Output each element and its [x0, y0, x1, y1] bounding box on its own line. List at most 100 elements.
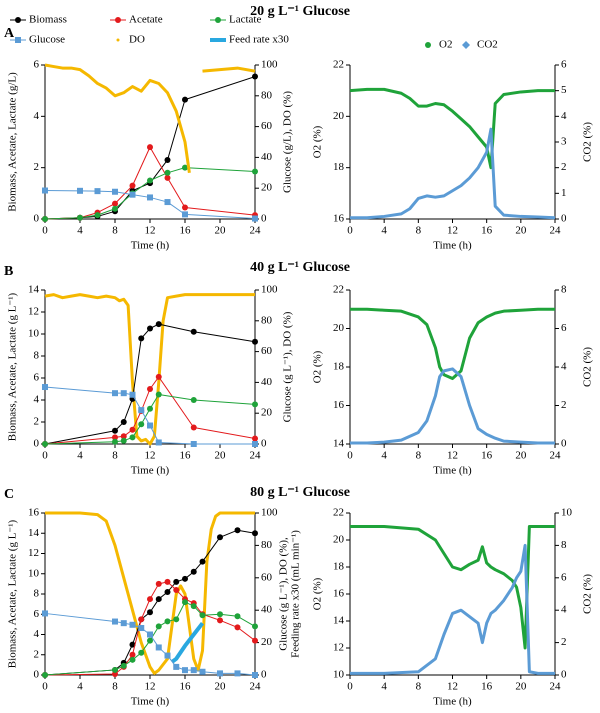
y-axis-label: O2 (%)	[312, 577, 324, 610]
y-tick-label: 10	[28, 328, 40, 340]
y2-tick-label: 100	[261, 284, 278, 296]
y-tick-label: 10	[333, 669, 345, 681]
marker	[155, 439, 162, 446]
y2-tick-label: 60	[261, 120, 273, 132]
marker	[164, 618, 171, 625]
x-tick-label: 20	[515, 450, 527, 462]
x-tick-label: 0	[347, 450, 353, 462]
y2-tick-label: 1	[561, 187, 567, 199]
y-tick-label: 14	[28, 284, 40, 296]
marker	[147, 325, 153, 332]
y2-tick-label: 60	[261, 571, 273, 583]
y-tick-label: 18	[333, 561, 345, 573]
y-tick-label: 6	[34, 372, 40, 384]
marker	[77, 214, 83, 221]
series-line	[350, 525, 555, 650]
y2-tick-label: 20	[261, 182, 273, 194]
legend-label: O2	[439, 39, 452, 51]
legend-label: Acetate	[129, 14, 163, 26]
y-tick-label: 4	[34, 110, 40, 122]
marker	[138, 407, 145, 414]
marker	[138, 421, 145, 428]
y2-axis-label: Glucose (g L⁻¹), DO (%)	[282, 311, 294, 422]
y-axis-label: O2 (%)	[312, 125, 324, 158]
marker	[120, 419, 127, 425]
y2-tick-label: 0	[261, 669, 267, 681]
legend-label: Lactate	[229, 14, 261, 26]
marker	[182, 204, 188, 211]
y-tick-label: 18	[333, 161, 345, 173]
legend-marker	[425, 42, 431, 48]
y-tick-label: 4	[34, 628, 40, 640]
x-axis-label: Time (h)	[131, 465, 170, 477]
x-tick-label: 8	[112, 450, 118, 462]
y-axis-label: Biomass, Acetate, Lactate (g L⁻¹)	[7, 519, 19, 668]
legend-label: DO	[129, 34, 145, 46]
legend-marker	[462, 41, 470, 49]
marker	[120, 662, 127, 669]
y2-axis-label: CO2 (%)	[582, 574, 594, 614]
marker	[147, 596, 153, 603]
x-tick-label: 4	[381, 450, 387, 462]
x-tick-label: 20	[515, 225, 527, 237]
marker	[252, 623, 258, 630]
x-tick-label: 4	[77, 681, 83, 693]
marker	[234, 613, 241, 620]
x-tick-label: 24	[250, 225, 262, 237]
x-tick-label: 12	[145, 225, 156, 237]
marker	[42, 187, 48, 194]
x-tick-label: 8	[112, 225, 118, 237]
marker	[252, 401, 258, 408]
y-tick-label: 16	[333, 399, 345, 411]
marker	[199, 668, 206, 675]
marker	[147, 422, 153, 429]
marker	[112, 438, 118, 445]
x-tick-label: 12	[447, 450, 458, 462]
marker	[155, 391, 162, 398]
marker	[112, 427, 118, 434]
y-tick-label: 8	[34, 588, 40, 600]
x-tick-label: 24	[550, 225, 562, 237]
marker	[147, 144, 153, 151]
legend-marker	[15, 17, 21, 23]
marker	[217, 611, 223, 618]
x-tick-label: 24	[250, 681, 262, 693]
marker	[234, 527, 241, 534]
x-axis-label: Time (h)	[433, 240, 472, 252]
panel-label: C	[4, 487, 14, 502]
y-tick-label: 10	[28, 567, 40, 579]
x-tick-label: 16	[481, 225, 493, 237]
x-tick-label: 24	[550, 681, 562, 693]
marker	[120, 390, 127, 397]
y2-tick-label: 60	[261, 345, 273, 357]
marker	[164, 578, 171, 585]
marker	[182, 667, 188, 674]
marker	[190, 424, 197, 431]
y-axis-label: O2 (%)	[312, 350, 324, 383]
series-line	[44, 581, 256, 676]
x-axis-label: Time (h)	[131, 696, 170, 708]
y2-tick-label: 4	[561, 110, 567, 122]
marker	[182, 575, 188, 582]
y2-axis-label: CO2 (%)	[582, 122, 594, 162]
legend-marker	[115, 17, 121, 23]
marker	[42, 441, 48, 447]
marker	[147, 637, 153, 644]
series-line	[44, 63, 191, 174]
y-tick-label: 6	[34, 59, 40, 71]
x-tick-label: 8	[416, 225, 422, 237]
legend-marker	[215, 17, 221, 23]
series-line	[350, 127, 556, 220]
marker	[252, 168, 258, 175]
marker	[42, 216, 48, 222]
y-tick-label: 20	[333, 322, 345, 334]
y2-tick-label: 2	[561, 399, 567, 411]
y-tick-label: 20	[333, 110, 345, 122]
y2-tick-label: 2	[561, 636, 567, 648]
panel-label: A	[4, 26, 15, 41]
marker	[217, 617, 223, 624]
marker	[112, 188, 118, 195]
legend-label: Biomass	[29, 14, 67, 26]
series-line	[44, 394, 256, 445]
